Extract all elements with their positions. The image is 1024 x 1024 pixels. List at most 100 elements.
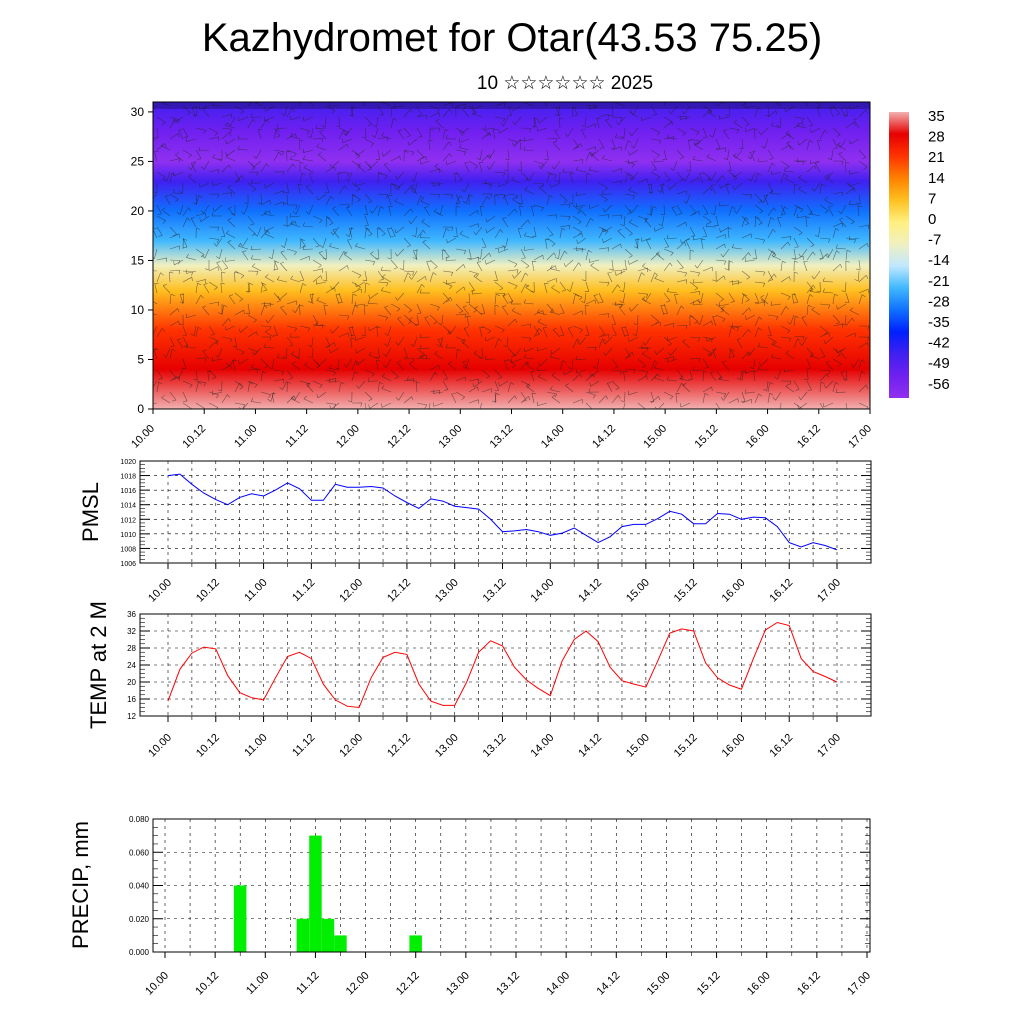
y-tick-label: 1014 [120, 503, 136, 510]
wind-barb-flag [393, 102, 396, 107]
wind-barb [472, 105, 483, 110]
wind-barb-flag [835, 228, 840, 231]
wind-barb-flag [214, 132, 218, 136]
wind-barb-flag [814, 165, 817, 170]
wind-barb [247, 347, 258, 352]
wind-barb [658, 402, 665, 409]
wind-barb-flag [170, 293, 175, 296]
wind-barb [635, 239, 639, 250]
wind-barb [312, 380, 323, 386]
wind-barb [533, 254, 543, 261]
wind-barb-flag [707, 221, 712, 225]
wind-barb [169, 193, 179, 200]
wind-barb-flag [268, 366, 273, 370]
wind-barb [676, 324, 688, 327]
wind-barb-flag [280, 305, 285, 308]
wind-barb-flag [553, 175, 557, 179]
wind-barb [182, 276, 192, 283]
wind-barb [706, 156, 717, 162]
wind-barb [814, 182, 821, 192]
wind-barb [162, 285, 171, 294]
wind-barb [416, 276, 426, 283]
wind-barb-flag [773, 273, 777, 278]
wind-barb-flag [367, 299, 370, 304]
wind-barb-flag [473, 273, 478, 277]
wind-barb-flag [512, 142, 515, 147]
wind-barb [552, 142, 561, 151]
wind-barb [234, 347, 245, 353]
wind-barb-flag [563, 200, 568, 203]
wind-barb [299, 256, 310, 261]
wind-barb [674, 294, 678, 305]
wind-barb [727, 149, 730, 160]
wind-barb [754, 316, 760, 327]
wind-barb [208, 266, 219, 272]
wind-barb [819, 303, 831, 306]
wind-barb-flag [334, 367, 339, 370]
wind-barb-flag [581, 233, 583, 238]
wind-barb-flag [397, 360, 402, 363]
wind-barb [445, 259, 457, 261]
wind-barb [199, 105, 210, 110]
wind-barb [221, 127, 232, 130]
wind-barb [473, 352, 483, 360]
wind-barb-flag [861, 294, 866, 298]
wind-barb-flag [239, 243, 243, 247]
wind-barb-flag [213, 242, 217, 247]
wind-barb-flag [641, 296, 646, 300]
wind-barb [227, 219, 236, 228]
wind-barb [806, 140, 810, 151]
wind-barb [546, 171, 557, 176]
wind-barb [663, 292, 671, 302]
wind-barb [654, 160, 665, 163]
wind-barb-flag [698, 358, 701, 363]
x-tick-label: 13.00 [444, 970, 472, 998]
wind-barb [766, 380, 769, 391]
wind-barb-flag [760, 199, 764, 204]
wind-barb-flag [250, 255, 254, 260]
y-tick-label: 10 [131, 303, 145, 317]
wind-barb [403, 272, 409, 283]
wind-barb [273, 201, 284, 206]
pmsl-series-line [167, 473, 838, 551]
x-tick-label: 16.00 [744, 423, 772, 451]
wind-barb-flag [240, 211, 245, 215]
wind-barb-flag [781, 213, 786, 215]
wind-barb [156, 116, 166, 123]
wind-barb [801, 317, 808, 327]
wind-barb-flag [290, 132, 293, 137]
wind-barb-flag [725, 147, 727, 152]
wind-barb-flag [641, 272, 645, 276]
wind-barb-flag [605, 230, 609, 235]
wind-barb [429, 259, 438, 267]
wind-barb [666, 237, 678, 239]
wind-barb-flag [614, 366, 618, 369]
wind-barb-flag [256, 331, 258, 336]
wind-barb-flag [549, 195, 553, 198]
wind-barb [771, 303, 782, 306]
wind-barb [169, 391, 177, 401]
wind-barb-flag [511, 365, 516, 368]
wind-barb [800, 391, 808, 400]
wind-barb-flag [277, 295, 280, 300]
wind-barb [591, 154, 600, 162]
wind-barb [455, 264, 464, 272]
wind-barb-flag [329, 349, 331, 354]
wind-barb-flag [549, 234, 554, 237]
wind-barb [195, 327, 199, 338]
wind-barb-flag [494, 304, 499, 307]
wind-barb-flag [451, 227, 454, 232]
wind-barb [364, 215, 369, 226]
wind-barb [660, 305, 665, 316]
wind-barb-flag [263, 210, 267, 215]
wind-barb [403, 358, 415, 360]
wind-barb [291, 353, 301, 360]
wind-barb-flag [411, 234, 416, 238]
wind-barb [858, 371, 862, 382]
wind-barb [660, 184, 665, 195]
wind-barb-flag [711, 320, 713, 325]
wind-barb [819, 130, 826, 140]
x-tick-label: 16.12 [795, 423, 823, 451]
